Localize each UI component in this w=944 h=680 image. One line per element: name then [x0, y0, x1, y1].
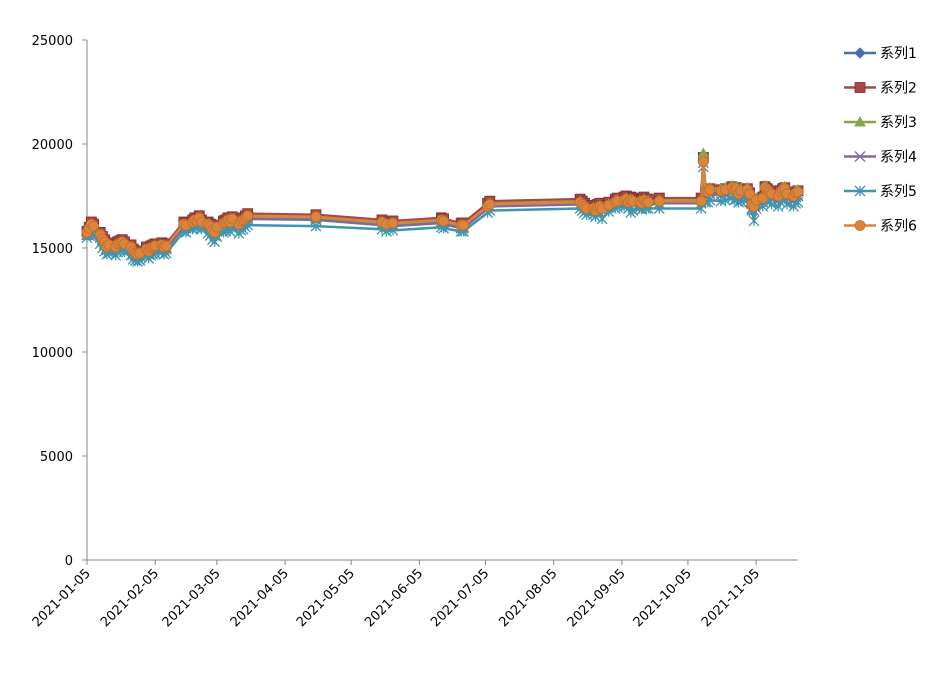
- series-2: [81, 152, 804, 258]
- series-6-point: [697, 156, 709, 168]
- series-layer: [81, 147, 804, 267]
- legend-marker: [854, 151, 866, 162]
- y-tick-label: 15000: [32, 242, 73, 257]
- y-tick-label: 20000: [32, 138, 73, 153]
- series-6-point: [310, 211, 322, 223]
- series-6-point: [438, 215, 450, 227]
- legend-marker: [854, 220, 866, 231]
- series-6-point: [695, 195, 707, 207]
- legend-label: 系列5: [880, 184, 917, 200]
- legend-marker: [854, 47, 866, 59]
- series-6-point: [387, 217, 399, 229]
- series-5-point: [781, 198, 793, 210]
- series-6-point: [792, 186, 804, 198]
- legend-marker: [854, 185, 866, 197]
- series-6: [81, 156, 804, 260]
- legend: 系列1 系列2 系列3 系列4 系列5 系列6: [844, 46, 917, 235]
- legend-marker: [854, 115, 866, 127]
- legend-item-3: 系列3: [844, 115, 917, 131]
- series-5-point: [748, 215, 760, 227]
- series-5-point: [719, 194, 731, 206]
- legend-label: 系列4: [880, 150, 917, 166]
- x-tick-label: 2021-08-05: [496, 566, 560, 630]
- y-tick-label: 25000: [32, 34, 73, 49]
- legend-label: 系列6: [880, 219, 917, 235]
- series-6-point: [704, 184, 716, 196]
- x-tick-label: 2021-02-05: [98, 566, 162, 630]
- legend-label: 系列1: [880, 46, 917, 62]
- y-tick-label: 5000: [40, 450, 73, 465]
- series-6-point: [458, 219, 469, 231]
- x-tick-label: 2021-05-05: [294, 566, 358, 630]
- x-tick-label: 2021-09-05: [565, 566, 629, 630]
- legend-item-2: 系列2: [844, 81, 917, 97]
- legend-item-5: 系列5: [844, 184, 917, 200]
- x-tick-label: 2021-06-05: [362, 566, 426, 630]
- x-tick-label: 2021-11-05: [699, 566, 763, 630]
- series-5-point: [310, 220, 322, 232]
- series-4: [81, 157, 804, 263]
- x-tick-label: 2021-10-05: [631, 566, 695, 630]
- x-tick-label: 2021-04-05: [228, 566, 292, 630]
- series-6-point: [160, 240, 172, 252]
- legend-label: 系列3: [880, 115, 917, 131]
- legend-item-4: 系列4: [844, 150, 917, 166]
- series-6-point: [484, 198, 496, 210]
- series-6-point: [242, 210, 254, 222]
- series-5-point: [766, 198, 778, 210]
- legend-label: 系列2: [880, 81, 917, 97]
- series-6-point: [88, 220, 100, 232]
- x-tick-label: 2021-07-05: [428, 566, 492, 630]
- legend-item-6: 系列6: [844, 219, 917, 235]
- legend-marker: [854, 82, 866, 93]
- series-6-point: [757, 192, 769, 204]
- x-tick-label: 2021-03-05: [160, 566, 224, 630]
- series-3-line: [85, 152, 799, 258]
- series-6-point: [744, 188, 755, 200]
- y-tick-label: 0: [65, 554, 73, 569]
- y-tick-label: 10000: [32, 346, 73, 361]
- series-2-line: [85, 156, 799, 254]
- series-6-point: [653, 195, 665, 207]
- legend-item-1: 系列1: [844, 46, 917, 62]
- series-6-point: [642, 196, 654, 208]
- x-tick-label: 2021-01-05: [30, 566, 94, 630]
- series-4-line: [85, 161, 799, 259]
